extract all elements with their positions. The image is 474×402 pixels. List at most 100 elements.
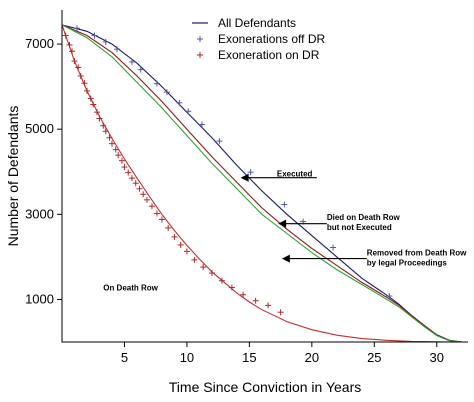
- marker-on-dr: [108, 140, 115, 147]
- marker-off-dr: [216, 138, 223, 145]
- marker-on-dr: [200, 264, 207, 271]
- x-tick-label: 10: [180, 350, 194, 365]
- marker-on-dr: [158, 216, 165, 223]
- marker-off-dr: [128, 58, 135, 65]
- series-line-1: [61, 24, 462, 343]
- annotation-2: Died on Death Row but not Executed: [327, 213, 401, 232]
- marker-on-dr: [125, 169, 132, 176]
- marker-off-dr: [281, 201, 288, 208]
- marker-on-dr: [143, 196, 150, 203]
- marker-on-dr: [148, 203, 155, 210]
- y-tick-label: 1000: [25, 291, 54, 306]
- marker-on-dr: [136, 185, 143, 192]
- marker-off-dr: [153, 80, 160, 87]
- marker-on-dr: [228, 284, 235, 291]
- series-markers: [62, 25, 393, 316]
- marker-on-dr: [121, 164, 128, 171]
- marker-off-dr: [102, 38, 109, 45]
- annotation-3: Removed from Death Row by legal Proceedin…: [367, 249, 467, 268]
- annotation-arrow-1: [240, 173, 317, 182]
- marker-on-dr: [118, 157, 125, 164]
- marker-on-dr: [112, 146, 119, 153]
- marker-on-dr: [83, 87, 90, 94]
- marker-off-dr: [198, 121, 205, 128]
- marker-on-dr: [171, 233, 178, 240]
- x-axis-ticks: 5 10 15 20 25 30: [121, 342, 444, 365]
- x-tick-label: 30: [430, 350, 444, 365]
- annotation-4: On Death Row: [103, 283, 158, 292]
- marker-off-dr: [176, 99, 183, 106]
- axis-frame: [61, 10, 468, 343]
- x-axis-title: Time Since Conviction in Years: [169, 379, 361, 395]
- series-line-3: [61, 24, 462, 343]
- marker-off-dr: [137, 66, 144, 73]
- marker-on-dr: [183, 248, 190, 255]
- marker-on-dr: [102, 128, 109, 135]
- marker-on-dr: [77, 72, 84, 79]
- y-axis-ticks: 1000 3000 5000 7000: [25, 36, 62, 306]
- marker-off-dr: [247, 169, 254, 176]
- marker-on-dr: [100, 122, 107, 129]
- annotations: Executed Died on Death Row but not Execute…: [103, 169, 467, 292]
- marker-on-dr: [277, 309, 284, 316]
- legend: All Defendants Exonerations off DR Exonera…: [192, 16, 326, 62]
- marker-on-dr: [68, 48, 75, 55]
- marker-on-dr: [62, 32, 69, 39]
- annotation-line: but not Executed: [327, 223, 392, 232]
- legend-plus-swatch: [197, 36, 203, 42]
- marker-on-dr: [128, 175, 135, 182]
- marker-on-dr: [140, 191, 147, 198]
- y-tick-label: 7000: [25, 36, 54, 51]
- marker-on-dr: [218, 277, 225, 284]
- marker-on-dr: [132, 180, 139, 187]
- annotation-line: Executed: [277, 169, 313, 178]
- marker-off-dr: [185, 108, 192, 115]
- marker-on-dr: [265, 302, 272, 309]
- legend-label: Exonerations off DR: [218, 32, 326, 46]
- marker-off-dr: [330, 244, 337, 251]
- legend-entry-3: Exoneration on DR: [197, 48, 320, 62]
- marker-on-dr: [66, 41, 73, 48]
- marker-on-dr: [87, 95, 94, 102]
- annotation-line: On Death Row: [103, 283, 158, 292]
- marker-on-dr: [90, 101, 97, 108]
- marker-on-dr: [115, 152, 122, 159]
- marker-on-dr: [165, 224, 172, 231]
- x-tick-label: 25: [367, 350, 381, 365]
- annotation-line: Removed from Death Row: [367, 249, 467, 258]
- marker-off-dr: [113, 46, 120, 53]
- marker-on-dr: [96, 115, 103, 122]
- marker-off-dr: [73, 25, 80, 32]
- legend-entry-2: Exonerations off DR: [197, 32, 326, 46]
- series-line-4: [61, 24, 456, 343]
- marker-on-dr: [75, 64, 82, 71]
- marker-on-dr: [252, 297, 259, 304]
- y-axis-title: Number of Defendants: [5, 106, 21, 247]
- annotation-arrow-2: [278, 219, 327, 228]
- marker-off-dr: [163, 89, 170, 96]
- marker-on-dr: [93, 109, 100, 116]
- annotation-line: by legal Proceedings: [367, 259, 448, 268]
- series-lines: [61, 24, 462, 343]
- annotation-arrow-3: [281, 254, 367, 263]
- x-tick-label: 5: [121, 350, 128, 365]
- y-tick-label: 5000: [25, 121, 54, 136]
- x-tick-label: 15: [242, 350, 256, 365]
- marker-on-dr: [191, 256, 198, 263]
- marker-off-dr: [386, 293, 393, 300]
- y-tick-label: 3000: [25, 206, 54, 221]
- marker-on-dr: [106, 134, 113, 141]
- legend-label: Exoneration on DR: [218, 48, 320, 62]
- marker-on-dr: [153, 210, 160, 217]
- x-tick-label: 20: [305, 350, 319, 365]
- marker-on-dr: [81, 80, 88, 87]
- marker-on-dr: [208, 270, 215, 277]
- marker-on-dr: [71, 58, 78, 65]
- marker-on-dr: [177, 241, 184, 248]
- annotation-1: Executed: [277, 169, 313, 178]
- legend-label: All Defendants: [218, 16, 296, 30]
- legend-plus-swatch: [197, 52, 203, 58]
- annotation-line: Died on Death Row: [327, 213, 401, 222]
- series-line-2: [61, 24, 462, 343]
